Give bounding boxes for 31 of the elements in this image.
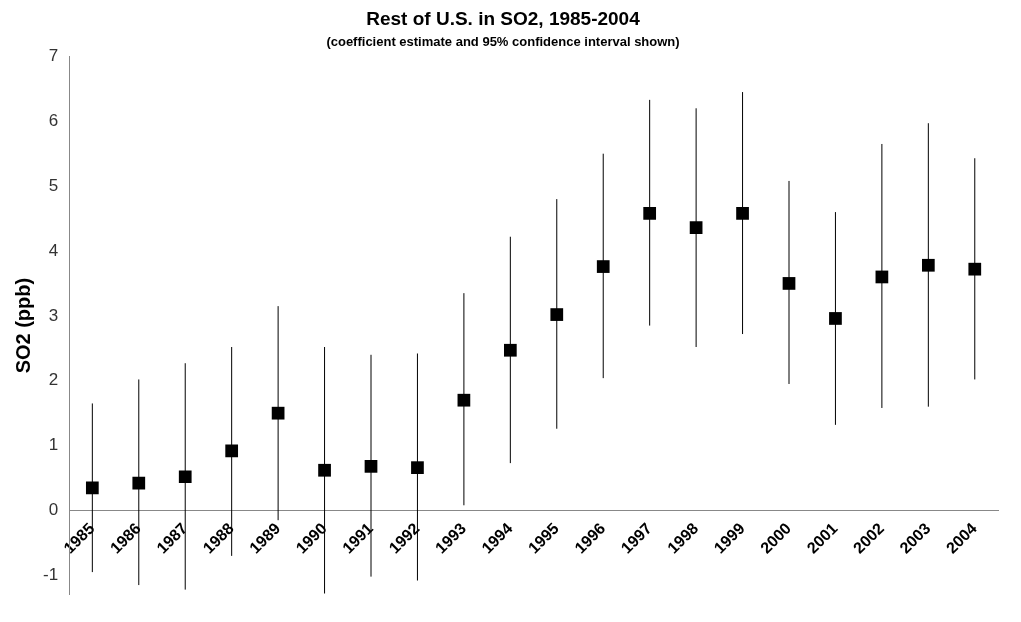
- point: [225, 444, 239, 458]
- point: [457, 393, 471, 407]
- y-tick-label: 0: [48, 500, 59, 520]
- y-tick-label: -1: [42, 565, 59, 585]
- y-tick-label: 2: [48, 370, 59, 390]
- y-tick-label: 5: [48, 175, 59, 195]
- point: [178, 470, 192, 484]
- y-tick-label: 1: [48, 435, 59, 455]
- point: [364, 460, 378, 473]
- y-tick-label: 4: [48, 240, 59, 260]
- y-tick-label: 6: [48, 110, 59, 130]
- chart-subtitle: (coefficient estimate and 95% confidence interval shown): [326, 34, 680, 50]
- point: [596, 260, 610, 273]
- point: [782, 277, 796, 290]
- chart-title: Rest of U.S. in SO2, 1985-2004: [366, 7, 641, 29]
- point: [318, 463, 331, 477]
- point: [689, 221, 703, 235]
- y-tick-label: 3: [48, 305, 59, 325]
- point: [503, 343, 517, 357]
- point: [85, 481, 99, 495]
- y-tick-label: 7: [48, 46, 59, 66]
- point: [271, 406, 285, 420]
- point: [643, 207, 657, 220]
- point: [132, 476, 146, 490]
- point: [921, 258, 935, 272]
- y-axis-title: SO2 (ppb): [11, 277, 34, 374]
- point: [736, 207, 749, 220]
- point: [411, 461, 424, 475]
- point: [968, 262, 982, 276]
- point: [550, 308, 564, 321]
- point: [829, 312, 842, 325]
